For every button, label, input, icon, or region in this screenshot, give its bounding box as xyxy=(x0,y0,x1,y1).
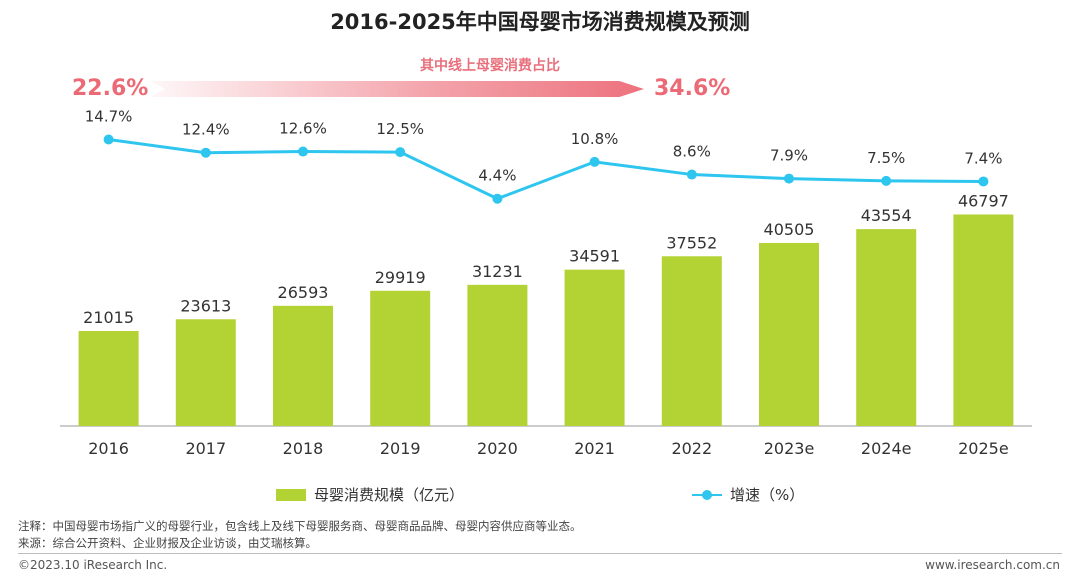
x-tick-label-2025e: 2025e xyxy=(958,439,1009,458)
online-share-end: 34.6% xyxy=(654,76,731,101)
copyright-text: ©2023.10 iResearch Inc. xyxy=(18,558,168,572)
legend-bar-label: 母婴消费规模（亿元） xyxy=(314,486,465,504)
note-text: 注释：中国母婴市场指广义的母婴行业，包含线上及线下母婴服务商、母婴商品品牌、母婴… xyxy=(18,519,582,533)
x-tick-label-2023e: 2023e xyxy=(764,439,815,458)
growth-point-2020 xyxy=(492,193,503,204)
x-tick-label-2017: 2017 xyxy=(185,439,226,458)
bar-2016 xyxy=(78,331,139,426)
growth-point-2023e xyxy=(784,173,794,184)
bar-2023e xyxy=(759,242,819,426)
growth-label-2016: 14.7% xyxy=(85,107,133,125)
x-tick-label-2018: 2018 xyxy=(283,439,324,458)
growth-label-2017: 12.4% xyxy=(182,121,230,139)
bar-2017 xyxy=(175,319,236,426)
online-share-start: 22.6% xyxy=(72,76,149,101)
x-tick-label-2016: 2016 xyxy=(88,439,129,458)
chart-title: 2016-2025年中国母婴市场消费规模及预测 xyxy=(330,10,750,34)
x-tick-label-2020: 2020 xyxy=(477,439,518,458)
growth-label-2021: 10.8% xyxy=(571,130,619,148)
legend-bar-series: 母婴消费规模（亿元） xyxy=(276,484,464,505)
bar-value-label-2025e: 46797 xyxy=(958,191,1009,210)
bar-value-label-2018: 26593 xyxy=(278,283,329,302)
x-tick-label-2021: 2021 xyxy=(574,439,615,458)
growth-label-2025e: 7.4% xyxy=(964,149,1002,167)
legend-line-swatch xyxy=(692,489,722,501)
bar-value-label-2020: 31231 xyxy=(472,262,523,281)
legend-bar-swatch xyxy=(276,488,306,501)
bar-value-label-2017: 23613 xyxy=(180,296,231,315)
growth-label-2024e: 7.5% xyxy=(867,149,905,167)
source-text: 来源：综合公开资料、企业财报及企业访谈，由艾瑞核算。 xyxy=(18,536,317,550)
growth-line xyxy=(108,137,984,201)
bar-2025e xyxy=(953,214,1014,426)
growth-point-2018 xyxy=(298,146,308,157)
bar-value-label-2024e: 43554 xyxy=(861,206,912,225)
growth-label-2019: 12.5% xyxy=(376,120,424,138)
online-share-label: 其中线上母婴消费占比 xyxy=(420,58,560,74)
chart-notes: 注释：中国母婴市场指广义的母婴行业，包含线上及线下母婴服务商、母婴商品品牌、母婴… xyxy=(18,518,582,552)
bar-value-label-2023e: 40505 xyxy=(764,220,815,239)
growth-point-2024e xyxy=(881,175,892,186)
bar-value-label-2019: 29919 xyxy=(375,268,426,287)
growth-label-2020: 4.4% xyxy=(478,167,516,185)
growth-point-2021 xyxy=(589,156,600,167)
bar-2024e xyxy=(856,229,917,426)
x-tick-label-2022: 2022 xyxy=(671,439,712,458)
bar-2019 xyxy=(370,290,431,426)
growth-point-2019 xyxy=(395,147,406,158)
growth-point-2025e xyxy=(978,176,989,187)
legend-line-label: 增速（%） xyxy=(730,486,805,504)
footer-divider xyxy=(18,553,1062,554)
growth-point-2016 xyxy=(103,134,114,145)
legend-line-series: 增速（%） xyxy=(692,484,804,505)
x-tick-label-2019: 2019 xyxy=(380,439,421,458)
bar-2022 xyxy=(661,256,722,426)
bar-2021 xyxy=(564,269,625,426)
growth-label-2022: 8.6% xyxy=(673,143,711,161)
bar-value-label-2022: 37552 xyxy=(666,233,717,252)
bar-value-label-2016: 21015 xyxy=(83,308,134,327)
x-tick-label-2024e: 2024e xyxy=(861,439,912,458)
bar-2018 xyxy=(273,305,333,426)
growth-label-2018: 12.6% xyxy=(279,120,327,138)
bar-2020 xyxy=(467,284,528,426)
bar-value-label-2021: 34591 xyxy=(569,247,620,266)
growth-point-2017 xyxy=(200,147,211,158)
online-share-arrow xyxy=(150,81,644,97)
website-text: www.iresearch.com.cn xyxy=(925,558,1060,572)
growth-label-2023e: 7.9% xyxy=(770,147,808,165)
growth-point-2022 xyxy=(686,169,697,180)
